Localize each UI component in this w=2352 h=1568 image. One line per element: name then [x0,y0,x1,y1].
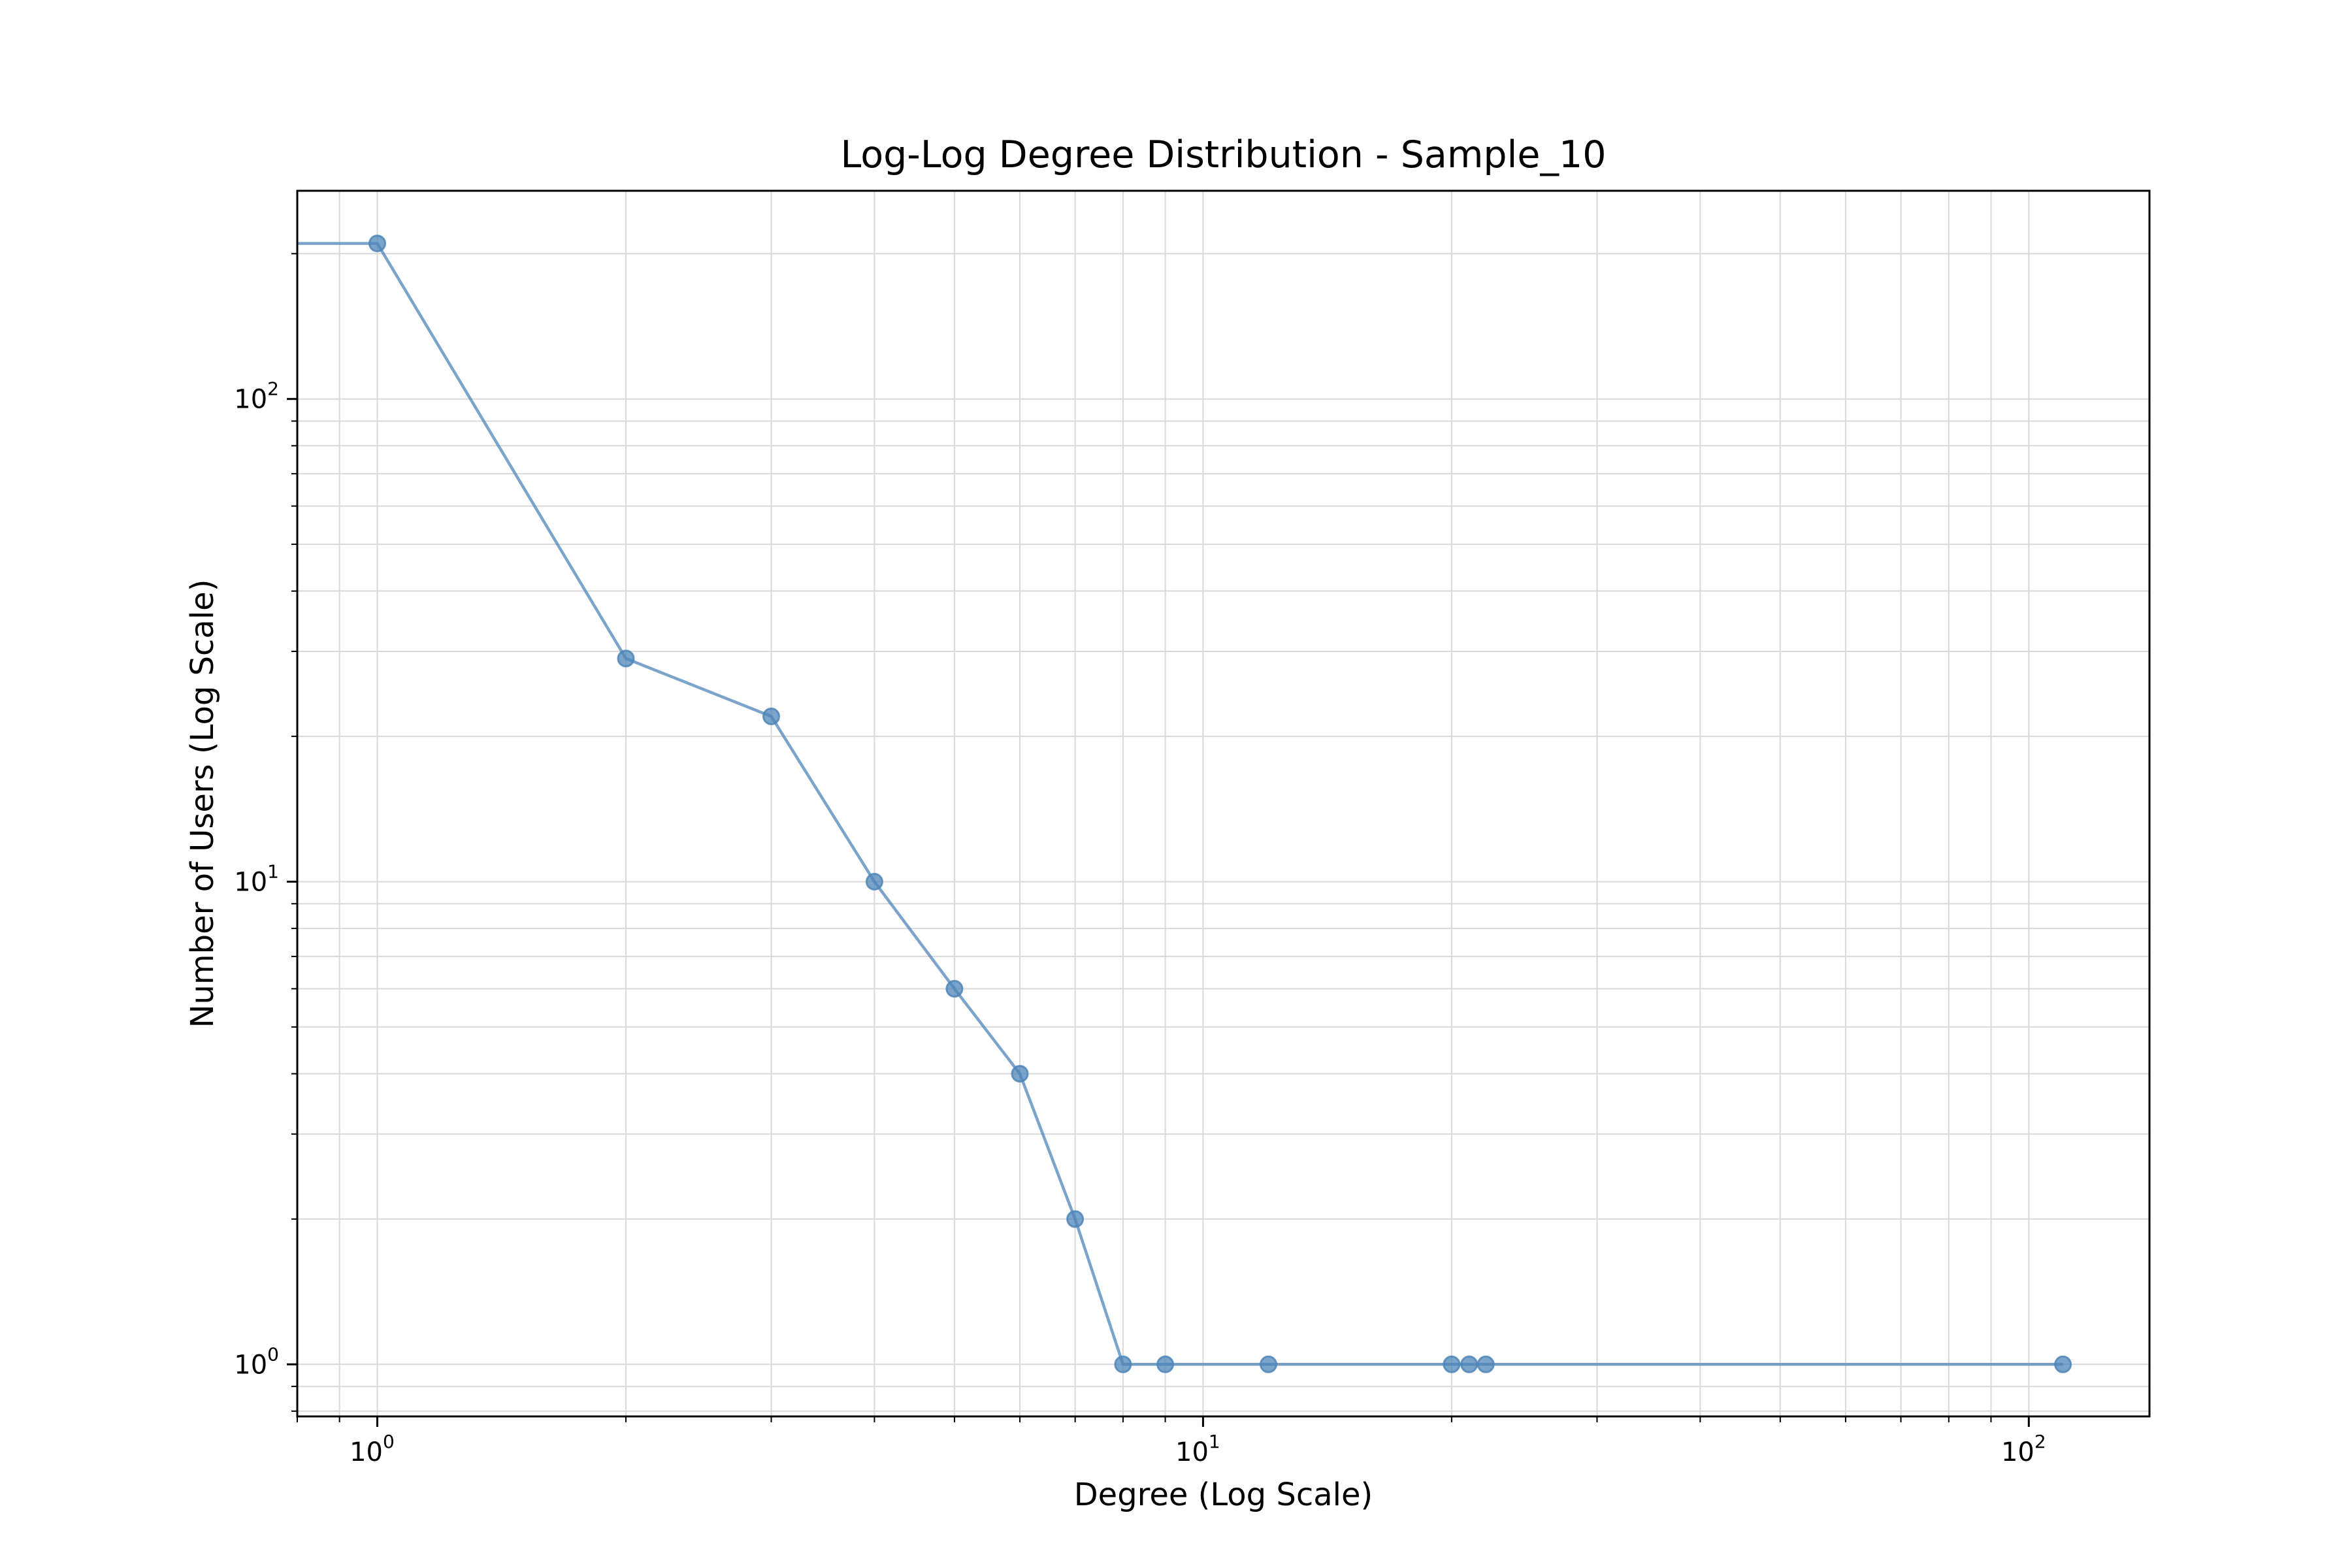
grid [297,191,2149,1416]
data-point [2054,1355,2072,1373]
y-axis-label: Number of Users (Log Scale) [184,580,221,1028]
axes-frame [296,189,2151,1418]
y-tick-exponent: 2 [267,378,279,400]
y-tick-exponent: 0 [267,1343,279,1365]
chart-title: Log-Log Degree Distribution - Sample_10 [841,133,1607,176]
x-tick-base: 10 [1175,1437,1209,1467]
data-point [1066,1210,1085,1228]
x-tick-label: 102 [2001,1431,2046,1467]
y-tick-base: 10 [234,1350,267,1380]
y-tick-base: 10 [234,385,267,415]
data-point [1156,1355,1175,1373]
data-point [1011,1065,1029,1083]
series-layer [297,235,2072,1373]
data-point [1477,1355,1495,1373]
x-tick-exponent: 0 [383,1431,395,1452]
data-point [945,979,964,998]
y-tick-base: 10 [234,867,267,897]
data-point [617,649,635,668]
x-tick-base: 10 [2001,1437,2034,1467]
data-point [762,708,780,725]
x-axis-label: Degree (Log Scale) [1074,1477,1373,1513]
x-tick-exponent: 1 [1209,1431,1220,1452]
data-point [368,235,386,253]
x-tick-base: 10 [350,1437,383,1467]
data-point [1260,1355,1277,1373]
y-tick-exponent: 1 [267,860,279,882]
data-point [1460,1355,1478,1373]
x-tick-exponent: 2 [2034,1431,2046,1452]
y-tick-label: 102 [234,378,279,415]
y-tick-label: 101 [234,860,279,897]
y-tick-label: 100 [234,1343,279,1380]
data-point [1443,1355,1461,1373]
x-tick-label: 100 [350,1431,395,1467]
data-point [1114,1355,1132,1373]
data-point [865,873,883,890]
x-tick-label: 101 [1175,1431,1220,1467]
